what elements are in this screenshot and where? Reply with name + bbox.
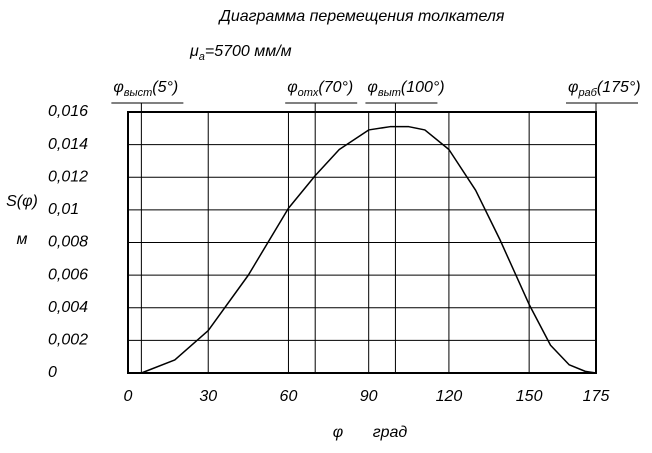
x-axis-label: φ <box>333 424 343 441</box>
phase-symbol: φ <box>568 79 578 96</box>
chart-title: Диаграмма перемещения толкателя <box>218 8 505 25</box>
phase-label: φраб(175°) <box>568 79 641 99</box>
scale-sub: a <box>199 51 205 63</box>
y-tick-label: 0,016 <box>48 103 88 120</box>
scale-text: =5700 мм/м <box>205 43 292 60</box>
scale-symbol: μ <box>189 43 199 60</box>
y-tick-label: 0,004 <box>48 299 88 316</box>
phase-text: (100°) <box>401 79 445 96</box>
x-tick-label: 30 <box>199 388 217 405</box>
phase-label: φвыст(5°) <box>113 79 178 99</box>
x-tick-label: 90 <box>360 388 378 405</box>
scale-label: μa=5700 мм/м <box>189 43 292 63</box>
phase-label: φвыт(100°) <box>367 79 444 99</box>
y-tick-label: 0,008 <box>48 234 88 251</box>
phase-sub: отх <box>298 87 319 99</box>
y-tick-label: 0 <box>48 364 57 381</box>
y-tick-label: 0,002 <box>48 332 88 349</box>
phase-sub: раб <box>577 87 597 99</box>
x-tick-label: 175 <box>583 388 610 405</box>
y-tick-label: 0,012 <box>48 168 88 185</box>
phase-symbol: φ <box>113 79 123 96</box>
y-tick-label: 0,01 <box>48 201 79 218</box>
phase-text: (70°) <box>318 79 353 96</box>
y-axis-unit: м <box>17 231 28 248</box>
phase-sub: выт <box>378 87 401 99</box>
y-axis-label: S(φ) <box>6 193 38 210</box>
phase-symbol: φ <box>287 79 297 96</box>
phase-text: (175°) <box>597 79 641 96</box>
phase-sub: выст <box>124 87 153 99</box>
phase-label: φотх(70°) <box>287 79 353 99</box>
y-tick-label: 0,014 <box>48 136 88 153</box>
phase-symbol: φ <box>367 79 377 96</box>
data-line <box>128 125 597 374</box>
x-tick-label: 150 <box>516 388 543 405</box>
x-tick-label: 60 <box>280 388 298 405</box>
phase-text: (5°) <box>152 79 178 96</box>
x-tick-label: 0 <box>124 388 133 405</box>
y-tick-label: 0,006 <box>48 266 88 283</box>
x-axis-unit: град <box>373 424 408 441</box>
x-tick-label: 120 <box>436 388 463 405</box>
plot-frame <box>127 111 597 374</box>
